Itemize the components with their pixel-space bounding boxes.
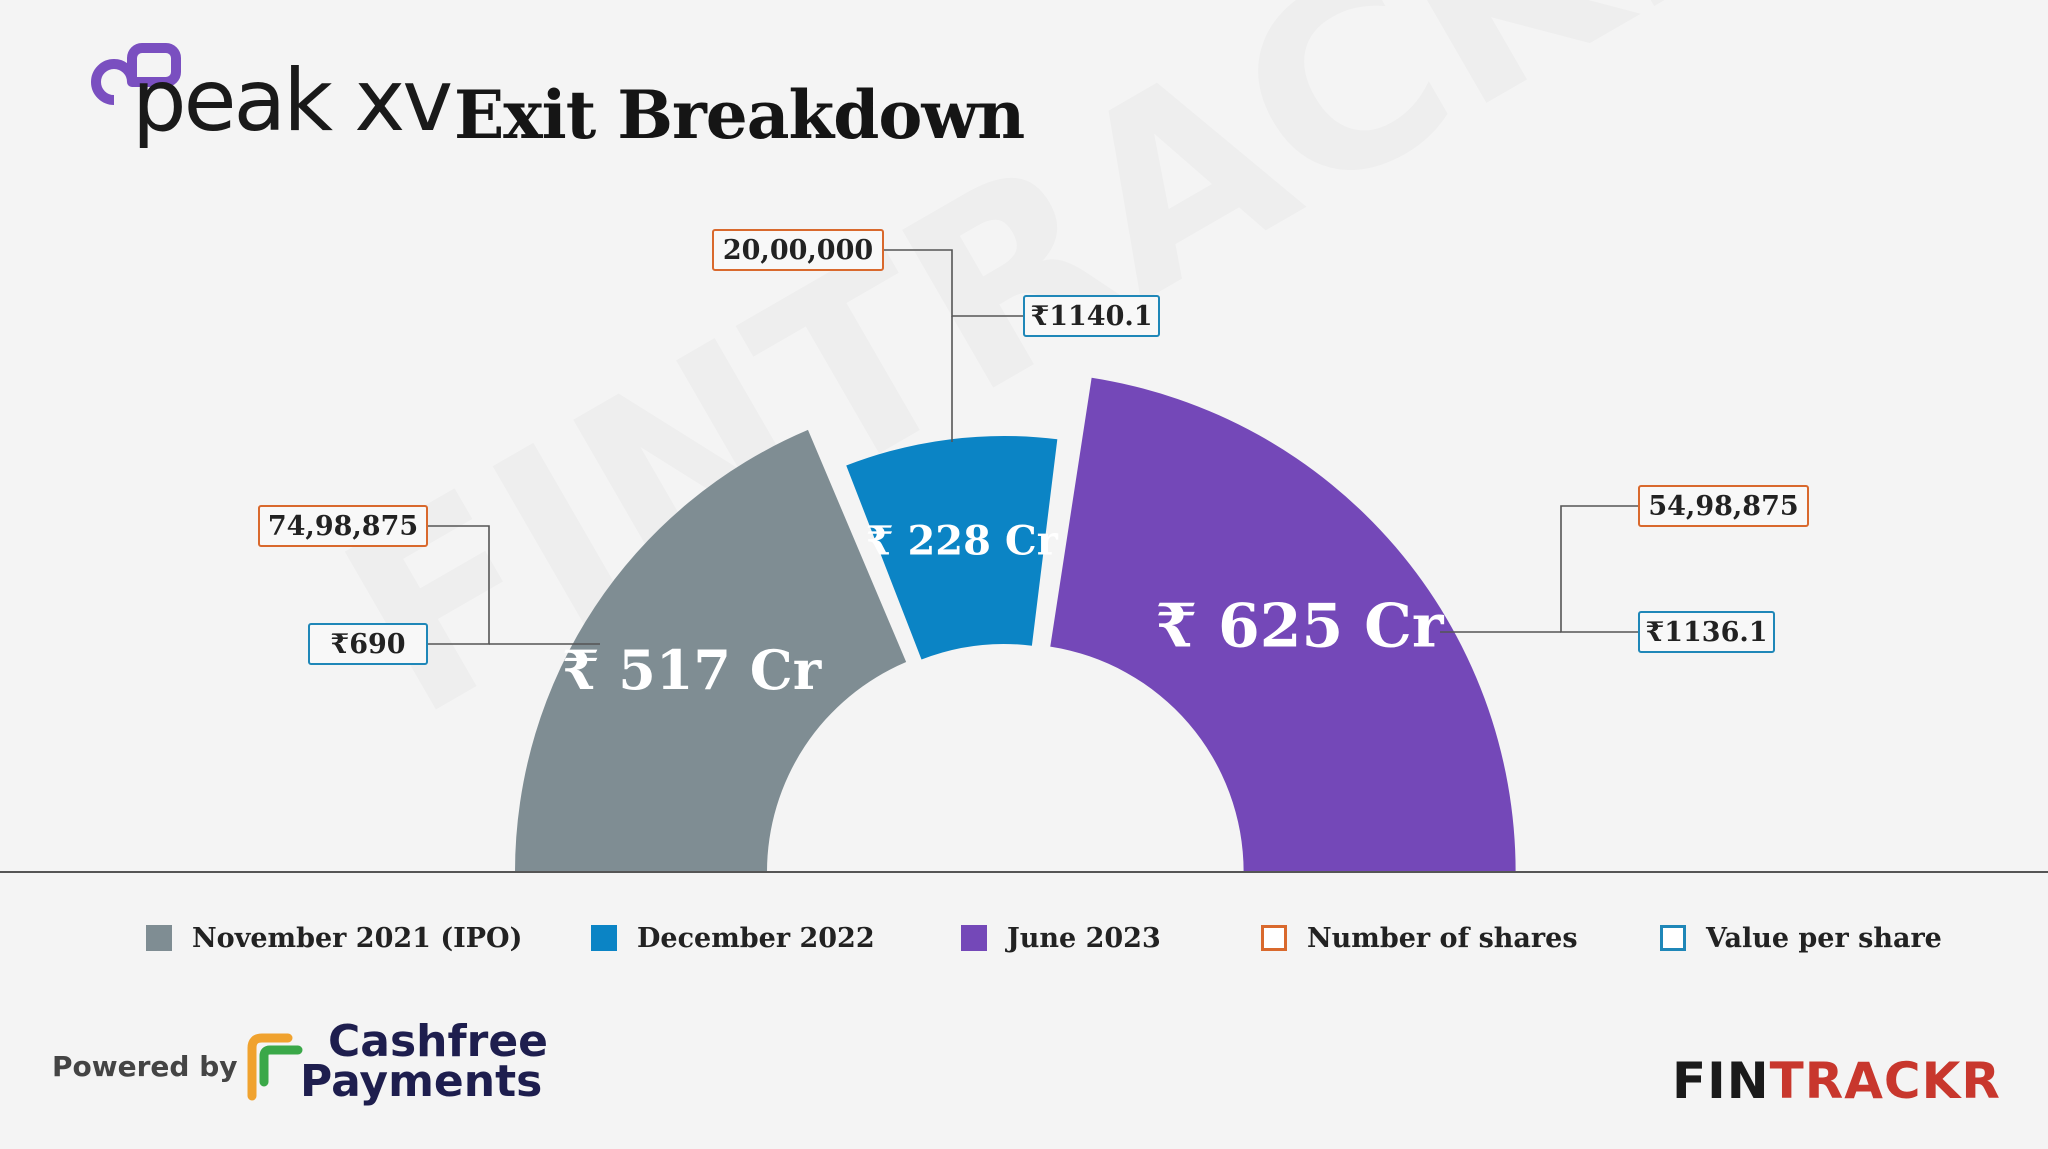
chart-segment-december-2022 xyxy=(846,436,1058,660)
legend-item-number-of-shares: Number of shares xyxy=(1261,918,1578,958)
legend-swatch-june-2023 xyxy=(961,925,987,951)
legend-item-december-2022: December 2022 xyxy=(591,918,875,958)
callout-shares-june-2023: 54,98,875 xyxy=(1638,485,1809,527)
data-label-3: ₹ 625 Cr xyxy=(1155,591,1445,661)
legend-label: June 2023 xyxy=(1007,922,1161,954)
chart-segment-november-2021-ipo xyxy=(514,429,907,872)
chart-legend: November 2021 (IPO) December 2022 June 2… xyxy=(0,918,2048,958)
callout-value-november-2021: ₹690 xyxy=(308,623,428,665)
legend-swatch-value-per-share xyxy=(1660,925,1686,951)
sponsor-line-1: Cashfree xyxy=(328,1016,549,1067)
sponsor-name: Cashfree Payments xyxy=(300,1016,549,1107)
legend-swatch-november-2021 xyxy=(146,925,172,951)
sponsor-line-2: Payments xyxy=(300,1056,543,1107)
connector-november-2021-boxes xyxy=(428,525,490,645)
legend-item-november-2021: November 2021 (IPO) xyxy=(146,918,522,958)
connector-june-2023-boxes xyxy=(1560,505,1638,633)
brand-name: peak xv xyxy=(132,51,453,151)
legend-item-value-per-share: Value per share xyxy=(1660,918,1942,958)
peak-xv-logo-icon xyxy=(91,43,181,105)
callout-shares-december-2022: 20,00,000 xyxy=(712,229,884,271)
chart-segment-june-2023 xyxy=(1050,377,1516,872)
cashfree-logo-icon xyxy=(247,1033,303,1101)
callout-value-december-2022: ₹1140.1 xyxy=(1023,295,1160,337)
publisher-part-2: TRACKR xyxy=(1769,1052,2001,1110)
connector-december-2022-boxes xyxy=(884,249,1023,317)
legend-label: December 2022 xyxy=(637,922,875,954)
legend-item-june-2023: June 2023 xyxy=(961,918,1161,958)
legend-label: November 2021 (IPO) xyxy=(192,922,523,954)
legend-swatch-number-of-shares xyxy=(1261,925,1287,951)
callout-shares-november-2021: 74,98,875 xyxy=(258,505,428,547)
legend-swatch-december-2022 xyxy=(591,925,617,951)
data-label-2: ₹ 228 Cr xyxy=(866,518,1059,565)
callout-value-june-2023: ₹1136.1 xyxy=(1638,611,1775,653)
legend-label: Value per share xyxy=(1706,922,1942,954)
page-title: Exit Breakdown xyxy=(454,76,1025,154)
powered-by-label: Powered by xyxy=(52,1050,238,1083)
fintrackr-logo: FINTRACKR xyxy=(1672,1056,2001,1106)
data-label-1: ₹ 517 Cr xyxy=(562,638,822,702)
publisher-part-1: FIN xyxy=(1672,1052,1770,1110)
legend-label: Number of shares xyxy=(1307,922,1578,954)
